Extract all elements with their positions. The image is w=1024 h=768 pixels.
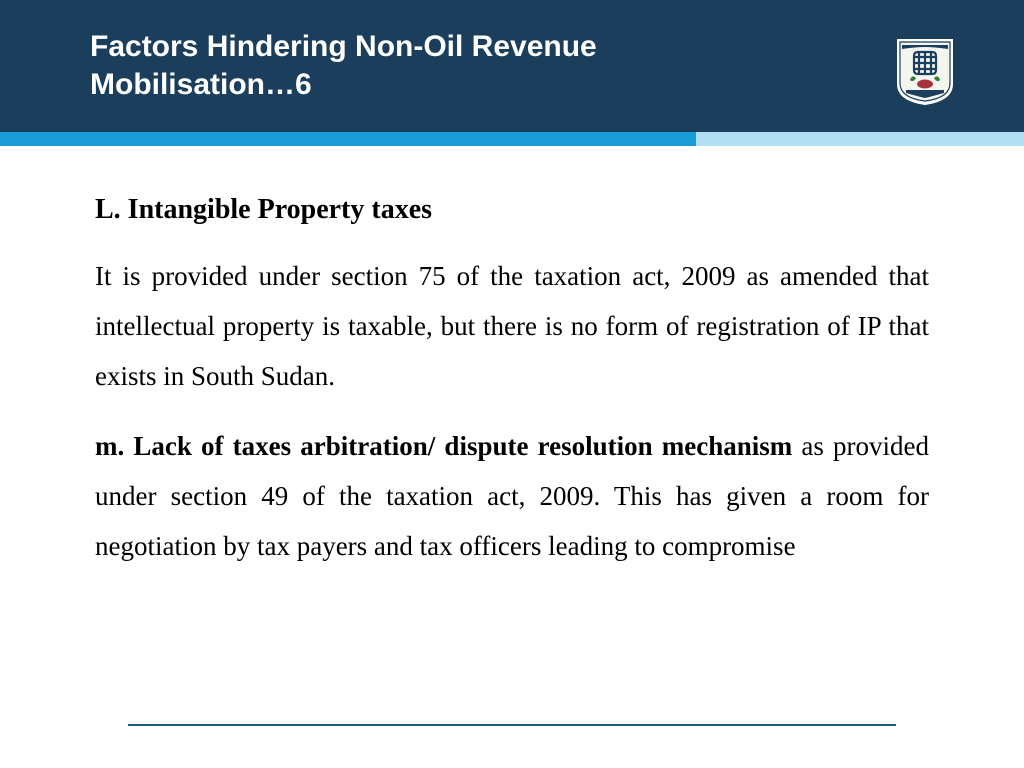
slide-body: L. Intangible Property taxes It is provi…	[0, 146, 1024, 572]
stripe-right	[696, 132, 1024, 146]
paragraph-2: m. Lack of taxes arbitration/ dispute re…	[95, 422, 929, 572]
slide-title: Factors Hindering Non-Oil Revenue Mobili…	[90, 28, 810, 103]
paragraph-1: It is provided under section 75 of the t…	[95, 252, 929, 402]
section-heading: L. Intangible Property taxes	[95, 194, 929, 226]
header-stripe	[0, 132, 1024, 146]
paragraph-2-bold: m. Lack of taxes arbitration/ dispute re…	[95, 431, 792, 461]
institution-logo-icon	[896, 38, 954, 106]
slide-header: Factors Hindering Non-Oil Revenue Mobili…	[0, 0, 1024, 132]
footer-divider	[128, 724, 896, 726]
stripe-left	[0, 132, 696, 146]
